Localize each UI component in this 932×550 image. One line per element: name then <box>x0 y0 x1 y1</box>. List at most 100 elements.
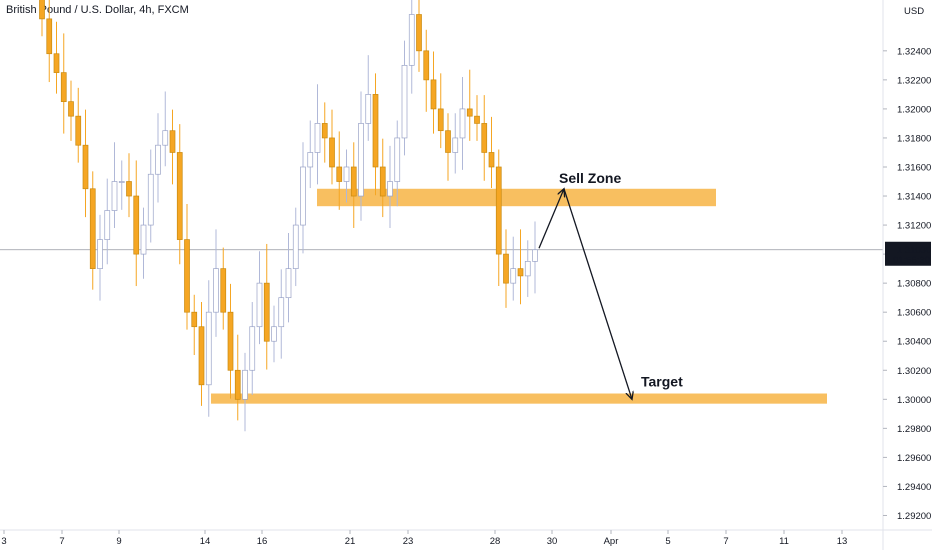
candle-body <box>408 14 415 66</box>
time-tick-label: 9 <box>116 536 121 547</box>
price-badge-value: 1.31030 <box>897 245 931 256</box>
candle-body <box>379 166 386 197</box>
candle-body <box>242 369 248 400</box>
price-tick-label: 1.29200 <box>897 511 931 522</box>
price-tick-label: 1.32000 <box>897 104 931 115</box>
candle-body <box>53 53 60 73</box>
zones-layer <box>211 188 827 404</box>
candle-body <box>401 64 408 139</box>
candle-body <box>89 188 96 269</box>
candle-body <box>503 253 509 284</box>
candle-body <box>394 137 401 182</box>
time-tick-label: 11 <box>779 536 789 547</box>
candle-body <box>104 210 111 240</box>
time-tick-label: 7 <box>59 536 64 547</box>
candle-body <box>372 94 379 168</box>
candle-body <box>256 282 263 328</box>
candle-body <box>271 326 277 342</box>
candle-body <box>430 79 437 110</box>
time-tick-label: 16 <box>257 536 268 547</box>
candle-body <box>278 297 285 328</box>
price-tick-label: 1.32200 <box>897 75 931 86</box>
price-tick-label: 1.30400 <box>897 337 931 348</box>
projection-arrows <box>538 188 632 400</box>
price-tick-label: 1.29400 <box>897 482 931 493</box>
time-tick-label: 21 <box>345 536 356 547</box>
candle-body <box>97 239 103 269</box>
candle-body <box>459 108 466 139</box>
candle-body <box>227 311 234 371</box>
candle-body <box>39 0 45 20</box>
time-tick-label: 7 <box>723 536 728 547</box>
time-tick-label: 5 <box>665 536 670 547</box>
sell-zone-box <box>317 188 716 207</box>
candle-body <box>68 101 74 117</box>
candle-body <box>466 108 473 117</box>
price-badge: 1.31030 01:56:30 <box>885 241 931 266</box>
candle-body <box>220 268 227 313</box>
price-tick-label: 1.31800 <box>897 133 931 144</box>
candle-body <box>285 268 292 299</box>
candle-body <box>343 166 350 182</box>
candle-body <box>46 18 53 55</box>
candle-body <box>300 166 306 226</box>
candle-body <box>452 137 459 153</box>
candle-body <box>155 144 161 175</box>
price-badge-countdown: 01:56:30 <box>893 255 930 266</box>
candle-body <box>111 181 118 211</box>
candle-body <box>423 50 430 81</box>
candle-body <box>365 94 372 124</box>
candle-body <box>184 239 190 313</box>
candle-body <box>495 166 502 255</box>
candle-body <box>474 115 480 124</box>
candle-body <box>329 137 335 168</box>
price-tick-label: 1.29800 <box>897 424 931 435</box>
candle-body <box>147 173 154 226</box>
candle-body <box>176 152 183 240</box>
candle-body <box>307 152 314 168</box>
price-axis[interactable]: 1.29200 1.29400 1.29600 1.29800 1.30000 1.302… <box>882 0 931 550</box>
candle-body <box>336 166 343 182</box>
candle-body <box>234 369 241 400</box>
price-tick-label: 1.30000 <box>897 395 931 406</box>
candle-body <box>314 123 321 153</box>
target-zone-box <box>211 393 827 404</box>
candle-body <box>118 181 125 183</box>
time-tick-label: 23 <box>403 536 414 547</box>
price-tick-label: 1.31400 <box>897 192 931 203</box>
candle-body <box>445 130 451 153</box>
candles-layer <box>39 0 538 432</box>
time-tick-label: 28 <box>490 536 501 547</box>
candle-body <box>169 130 176 153</box>
time-tick-label: 13 <box>837 536 848 547</box>
candle-body <box>358 123 364 197</box>
candle-body <box>437 108 444 132</box>
candle-body <box>60 72 67 102</box>
sell-zone-label: Sell Zone <box>559 170 621 186</box>
candle-body <box>198 326 205 386</box>
candle-body <box>162 130 169 146</box>
price-badge-box <box>885 241 931 266</box>
candle-body <box>292 224 299 269</box>
candle-body <box>416 14 422 52</box>
candle-body <box>82 144 89 190</box>
time-tick-label: 3 <box>1 536 6 547</box>
price-tick-label: 1.31600 <box>897 162 931 173</box>
price-tick-label: 1.32400 <box>897 46 931 57</box>
currency-label: USD <box>904 6 924 17</box>
candle-body <box>510 268 517 284</box>
arrow-to-target <box>563 188 632 400</box>
candle-body <box>126 181 132 197</box>
time-tick-label: Apr <box>604 536 619 547</box>
candle-body <box>140 224 147 255</box>
candle-body <box>191 311 198 328</box>
candle-body <box>481 123 488 153</box>
arrow-to-sell-zone <box>538 189 564 249</box>
time-axis[interactable]: 3 7 9 14 16 21 23 28 30 Apr 5 7 11 13 <box>0 529 932 547</box>
candle-body <box>488 152 495 168</box>
time-tick-label: 30 <box>547 536 558 547</box>
price-tick-label: 1.30600 <box>897 308 931 319</box>
target-label: Target <box>641 374 683 390</box>
price-tick-label: 1.29600 <box>897 453 931 464</box>
